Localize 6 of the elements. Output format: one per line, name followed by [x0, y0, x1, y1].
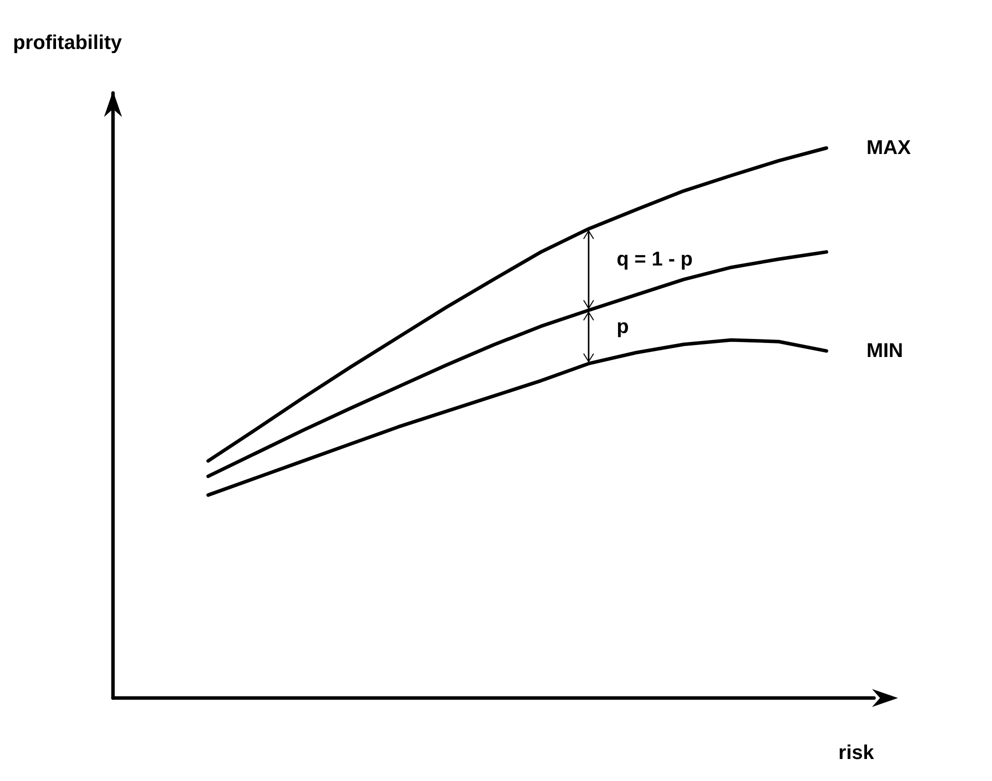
y-axis-title: profitability	[13, 32, 123, 54]
x-axis-title: risk	[838, 742, 875, 764]
series-label: MIN	[866, 340, 904, 362]
annotation: q = 1 - p	[616, 248, 693, 271]
annotation: p	[616, 316, 629, 338]
series-label: MAX	[866, 137, 912, 159]
